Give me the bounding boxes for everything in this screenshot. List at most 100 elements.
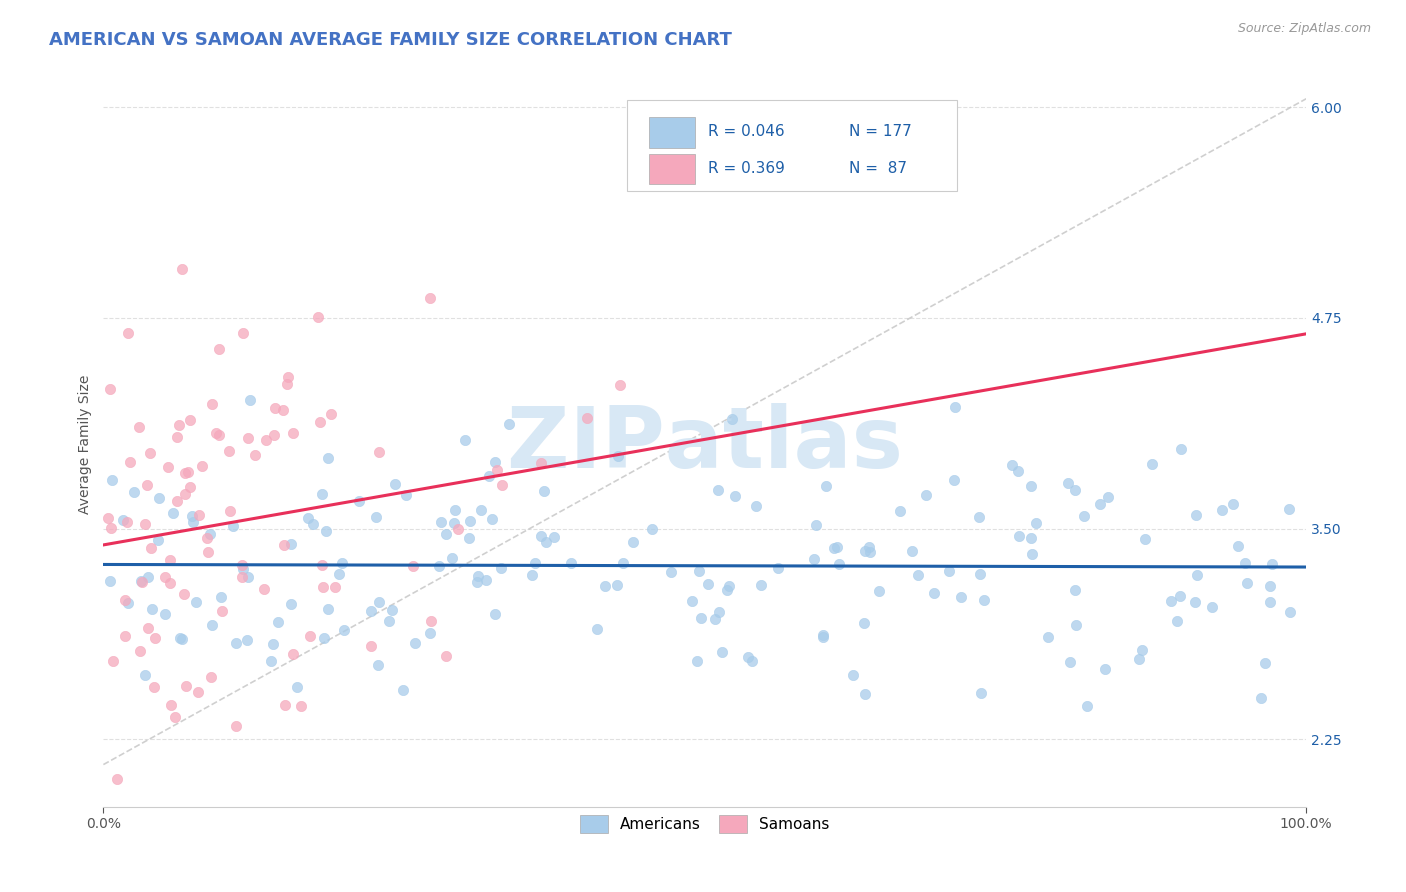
Point xyxy=(181,509,204,524)
Point xyxy=(688,564,710,578)
Point xyxy=(243,448,266,462)
Point xyxy=(1021,547,1043,561)
Point xyxy=(612,556,634,570)
Point xyxy=(828,558,851,572)
Point xyxy=(434,649,457,664)
Point xyxy=(717,579,740,593)
Point xyxy=(101,654,124,668)
FancyBboxPatch shape xyxy=(650,118,695,148)
Point xyxy=(1185,508,1208,522)
Point xyxy=(332,556,354,570)
Point xyxy=(392,682,415,697)
Point xyxy=(364,510,387,524)
FancyBboxPatch shape xyxy=(650,153,695,184)
Point xyxy=(208,428,231,442)
Point xyxy=(98,574,121,588)
Point xyxy=(285,680,308,694)
Text: N = 177: N = 177 xyxy=(849,124,912,139)
Point xyxy=(260,654,283,668)
Point xyxy=(236,632,259,647)
Point xyxy=(100,473,122,487)
Point xyxy=(114,629,136,643)
Point xyxy=(395,488,418,502)
Point xyxy=(1064,618,1087,632)
Point xyxy=(749,578,772,592)
FancyBboxPatch shape xyxy=(627,100,957,191)
Point xyxy=(170,632,193,646)
Point xyxy=(281,647,304,661)
Point xyxy=(716,583,738,598)
Point xyxy=(1063,582,1085,597)
Point xyxy=(1261,557,1284,571)
Point xyxy=(907,567,929,582)
Point xyxy=(1019,531,1042,545)
Point xyxy=(1166,615,1188,629)
Point xyxy=(136,621,159,635)
Point xyxy=(641,522,664,536)
Text: N =  87: N = 87 xyxy=(849,161,907,176)
Point xyxy=(160,698,183,713)
Point xyxy=(478,469,501,483)
Point xyxy=(100,520,122,534)
Point xyxy=(139,541,162,555)
Point xyxy=(266,615,288,629)
Point xyxy=(560,556,582,570)
Point xyxy=(166,430,188,444)
Point xyxy=(1185,568,1208,582)
Point xyxy=(107,772,129,786)
Point xyxy=(360,639,382,653)
Point xyxy=(419,625,441,640)
Point xyxy=(1258,579,1281,593)
Point xyxy=(1222,497,1244,511)
Point xyxy=(238,431,260,445)
Point xyxy=(606,578,628,592)
Point xyxy=(97,511,120,525)
Point xyxy=(467,569,489,583)
Point xyxy=(1076,698,1098,713)
Point xyxy=(273,698,295,712)
Point xyxy=(380,603,402,617)
Point xyxy=(1073,509,1095,524)
Point xyxy=(239,393,262,408)
Point xyxy=(316,602,339,616)
Point xyxy=(231,558,253,572)
Point xyxy=(825,540,848,554)
Point xyxy=(443,503,465,517)
Point xyxy=(402,558,425,573)
Point xyxy=(134,517,156,532)
Point xyxy=(706,483,728,497)
Legend: Americans, Samoans: Americans, Samoans xyxy=(574,809,835,839)
Point xyxy=(969,567,991,582)
Point xyxy=(434,527,457,541)
Point xyxy=(262,637,284,651)
Point xyxy=(498,417,520,431)
Point xyxy=(467,574,489,589)
Point xyxy=(534,535,557,549)
Point xyxy=(323,580,346,594)
Point xyxy=(745,500,768,514)
Point xyxy=(142,680,165,694)
Point xyxy=(1088,497,1111,511)
Point xyxy=(146,533,169,547)
Point xyxy=(280,537,302,551)
Point xyxy=(803,552,825,566)
Point xyxy=(157,459,180,474)
Point xyxy=(378,615,401,629)
Point xyxy=(938,564,960,578)
Point xyxy=(853,687,876,701)
Point xyxy=(1254,656,1277,670)
Point xyxy=(129,574,152,588)
Point xyxy=(187,508,209,522)
Point xyxy=(967,509,990,524)
Point xyxy=(197,545,219,559)
Text: R = 0.046: R = 0.046 xyxy=(709,124,785,139)
Point xyxy=(485,463,508,477)
Point xyxy=(576,411,599,425)
Point xyxy=(737,650,759,665)
Point xyxy=(166,494,188,508)
Point xyxy=(312,631,335,645)
Point xyxy=(173,487,195,501)
Point xyxy=(195,531,218,545)
Point xyxy=(443,516,465,531)
Point xyxy=(208,343,231,357)
